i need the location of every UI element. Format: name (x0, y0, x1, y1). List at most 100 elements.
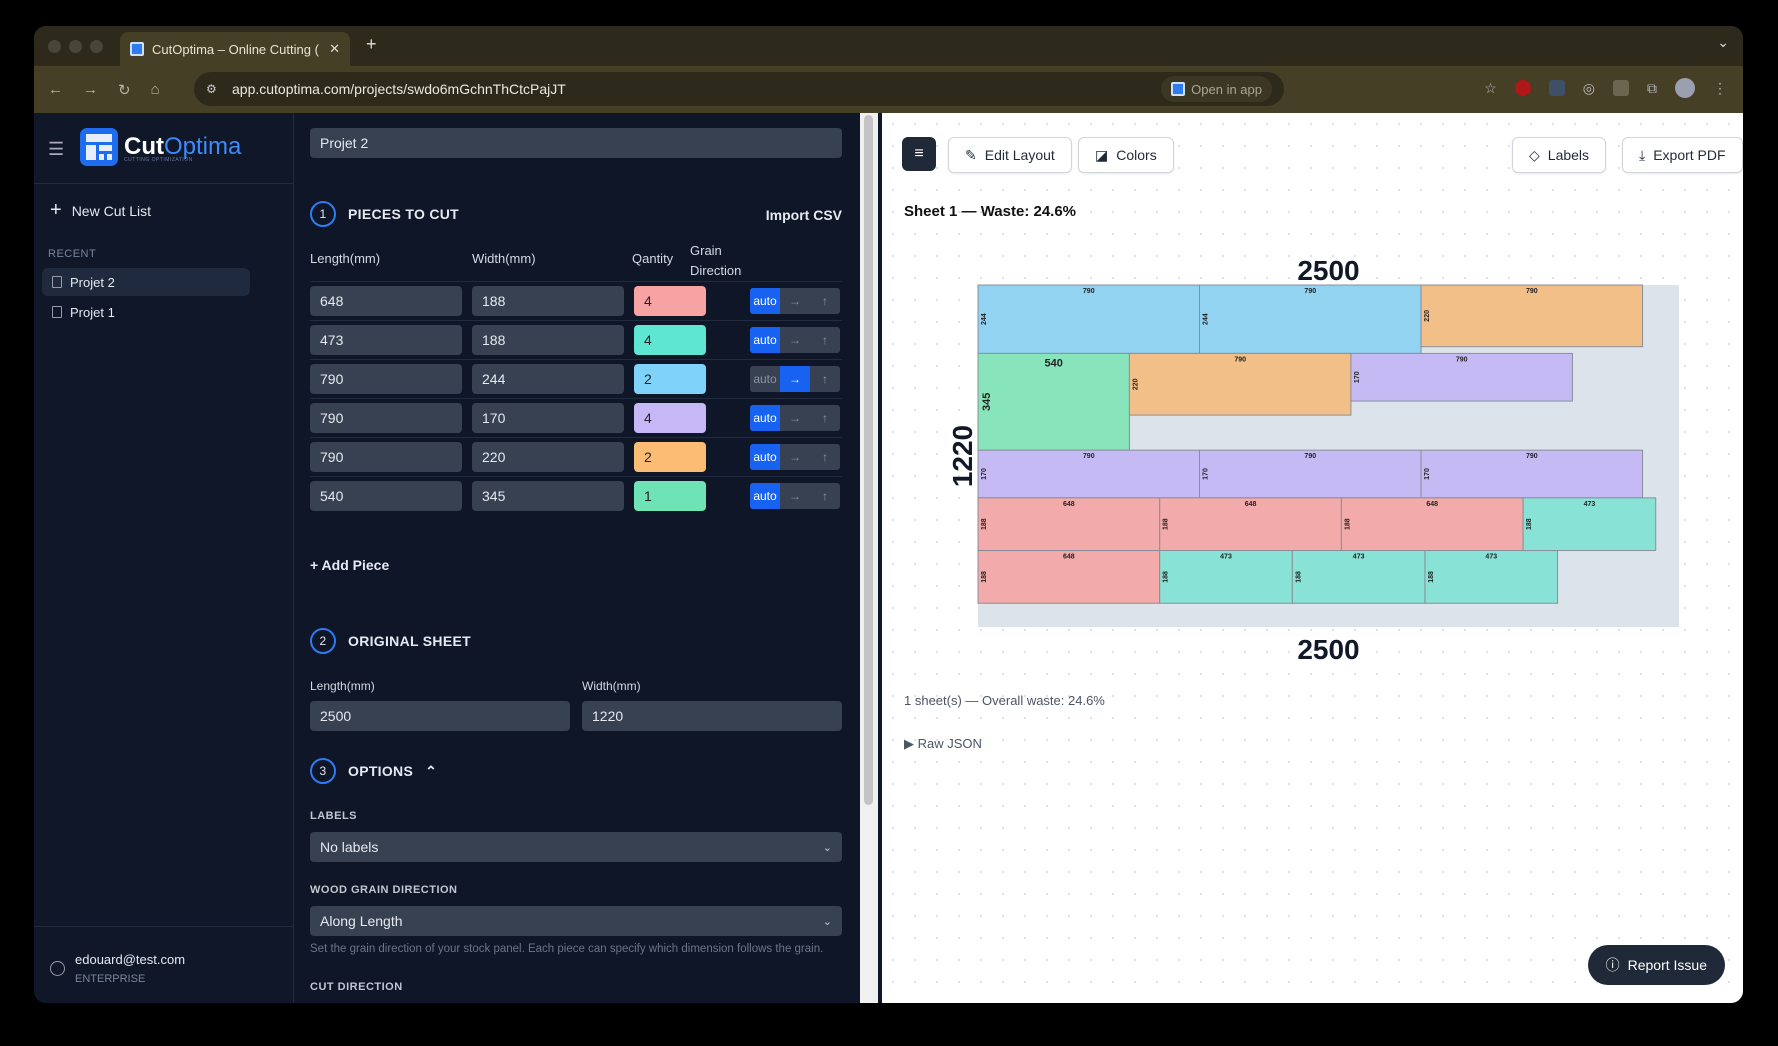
export-pdf-button[interactable]: ⤓ Export PDF (1622, 137, 1743, 173)
piece-width-input[interactable]: 188 (472, 325, 624, 355)
piece-quantity-input[interactable]: 4 (634, 286, 706, 316)
browser-tab[interactable]: CutOptima – Online Cutting ( ✕ (120, 32, 350, 66)
grain-option-width[interactable]: ↑ (822, 411, 828, 425)
piece-length-input[interactable]: 790 (310, 403, 462, 433)
options-section-header[interactable]: 3 OPTIONS ⌃ (310, 758, 437, 784)
piece-height-label: 170 (1424, 468, 1431, 480)
grain-option-length[interactable]: → (789, 294, 801, 308)
import-csv-button[interactable]: Import CSV (765, 207, 842, 223)
grain-option-width[interactable]: ↑ (822, 372, 828, 386)
new-tab-icon[interactable]: + (366, 34, 377, 54)
piece (977, 284, 1201, 354)
labels-label: Labels (1547, 147, 1590, 163)
sheet-length-input[interactable]: 2500 (310, 701, 570, 731)
grain-option-width[interactable]: ↑ (822, 333, 828, 347)
piece-length-input[interactable]: 790 (310, 364, 462, 394)
piece-width-input[interactable]: 244 (472, 364, 624, 394)
wood-grain-select[interactable]: Along Length ⌄ (310, 906, 842, 936)
list-view-button[interactable]: ≡ (902, 137, 936, 171)
user-account[interactable]: edouard@test.com ENTERPRISE (50, 952, 185, 985)
piece-width-label: 473 (1220, 554, 1232, 561)
browser-menu-icon[interactable]: ⋮ (1713, 79, 1727, 96)
open-in-app-button[interactable]: Open in app (1161, 76, 1272, 102)
piece-width-input[interactable]: 188 (472, 286, 624, 316)
piece-quantity-input[interactable]: 2 (634, 364, 706, 394)
report-issue-button[interactable]: ⓘ Report Issue (1587, 945, 1725, 985)
grain-direction-toggle[interactable]: auto → ↑ (750, 444, 840, 470)
grain-option-auto[interactable]: auto (753, 372, 777, 386)
site-settings-icon[interactable]: ⚙ (206, 82, 217, 96)
piece-width-input[interactable]: 170 (472, 403, 624, 433)
stack-extension-icon[interactable] (1613, 80, 1629, 96)
piece-quantity-input[interactable]: 4 (634, 325, 706, 355)
editor-scrollbar[interactable] (860, 113, 878, 1003)
adblock-extension-icon[interactable] (1514, 80, 1531, 96)
grain-option-width[interactable]: ↑ (822, 489, 828, 503)
sheet-width-input[interactable]: 1220 (582, 701, 842, 731)
grain-option-width[interactable]: ↑ (822, 450, 828, 464)
piece-height-label: 188 (1295, 571, 1302, 583)
extensions-puzzle-icon[interactable]: ⧉ (1647, 79, 1657, 96)
colors-label: Colors (1116, 147, 1157, 163)
piece (1420, 284, 1644, 348)
piece-length-input[interactable]: 540 (310, 481, 462, 511)
piece-quantity-input[interactable]: 4 (634, 403, 706, 433)
grain-option-length[interactable]: → (780, 366, 810, 392)
piece-length-input[interactable]: 473 (310, 325, 462, 355)
project-name-input[interactable]: Projet 2 (310, 128, 842, 158)
grain-option-auto[interactable]: auto (750, 483, 780, 509)
grain-option-auto[interactable]: auto (750, 444, 780, 470)
piece-row: 473 188 4 auto→↑ × (310, 320, 868, 359)
grain-option-auto[interactable]: auto (750, 405, 780, 431)
grain-option-auto[interactable]: auto (750, 327, 780, 353)
location-extension-icon[interactable]: ◎ (1582, 79, 1595, 96)
grain-direction-toggle[interactable]: auto → ↑ (750, 327, 840, 353)
bookmark-star-icon[interactable]: ☆ (1484, 79, 1497, 96)
grain-direction-toggle[interactable]: auto → ↑ (750, 405, 840, 431)
extension-icon[interactable] (1548, 80, 1565, 96)
piece-row: 540 345 1 auto→↑ × (310, 476, 868, 515)
logo[interactable]: CutOptima (80, 128, 241, 166)
back-icon[interactable]: ← (48, 80, 63, 98)
piece-length-input[interactable]: 790 (310, 442, 462, 472)
new-cut-list-button[interactable]: + New Cut List (50, 199, 151, 222)
forward-icon[interactable]: → (83, 80, 98, 98)
grain-direction-toggle[interactable]: auto → ↑ (750, 483, 840, 509)
menu-icon[interactable]: ☰ (48, 139, 65, 159)
add-piece-button[interactable]: + Add Piece (310, 557, 390, 573)
grain-option-width[interactable]: ↑ (822, 294, 828, 308)
home-icon[interactable]: ⌂ (150, 80, 160, 98)
labels-button[interactable]: ◇ Labels (1512, 137, 1607, 173)
bottom-dimension-label: 2500 (1297, 634, 1359, 665)
chevron-up-icon[interactable]: ⌃ (425, 762, 438, 779)
cut-direction-label: CUT DIRECTION (310, 981, 403, 993)
grain-option-length[interactable]: → (789, 333, 801, 347)
edit-layout-button[interactable]: ✎ Edit Layout (948, 137, 1072, 173)
piece-height-label: 188 (1526, 518, 1533, 530)
piece-quantity-input[interactable]: 1 (634, 481, 706, 511)
sidebar-item-projet-1[interactable]: Projet 1 (42, 298, 250, 326)
colors-button[interactable]: ◪ Colors (1078, 137, 1174, 173)
profile-avatar[interactable] (1675, 78, 1695, 98)
grain-direction-toggle[interactable]: auto → ↑ (750, 366, 840, 392)
chevron-down-icon: ⌄ (822, 915, 832, 928)
grain-option-length[interactable]: → (789, 450, 801, 464)
tab-search-chevron-icon[interactable]: ⌄ (1717, 34, 1729, 50)
reload-icon[interactable]: ↻ (118, 81, 131, 99)
piece-length-input[interactable]: 648 (310, 286, 462, 316)
piece-width-input[interactable]: 220 (472, 442, 624, 472)
palette-icon: ◪ (1095, 146, 1109, 163)
grain-option-auto[interactable]: auto (750, 288, 780, 314)
piece-quantity-input[interactable]: 2 (634, 442, 706, 472)
window-controls[interactable] (48, 40, 103, 53)
grain-option-length[interactable]: → (789, 489, 801, 503)
labels-select[interactable]: No labels ⌄ (310, 832, 842, 862)
grain-option-length[interactable]: → (789, 411, 801, 425)
grain-direction-toggle[interactable]: auto → ↑ (750, 288, 840, 314)
piece-row: 790 244 2 auto→↑ × (310, 359, 868, 398)
raw-json-toggle[interactable]: ▶ Raw JSON (904, 736, 982, 751)
url-input[interactable]: ⚙ app.cutoptima.com/projects/swdo6mGchnT… (194, 72, 1284, 106)
close-tab-icon[interactable]: ✕ (329, 41, 340, 56)
piece-width-input[interactable]: 345 (472, 481, 624, 511)
sidebar-item-projet-2[interactable]: Projet 2 (42, 268, 250, 296)
